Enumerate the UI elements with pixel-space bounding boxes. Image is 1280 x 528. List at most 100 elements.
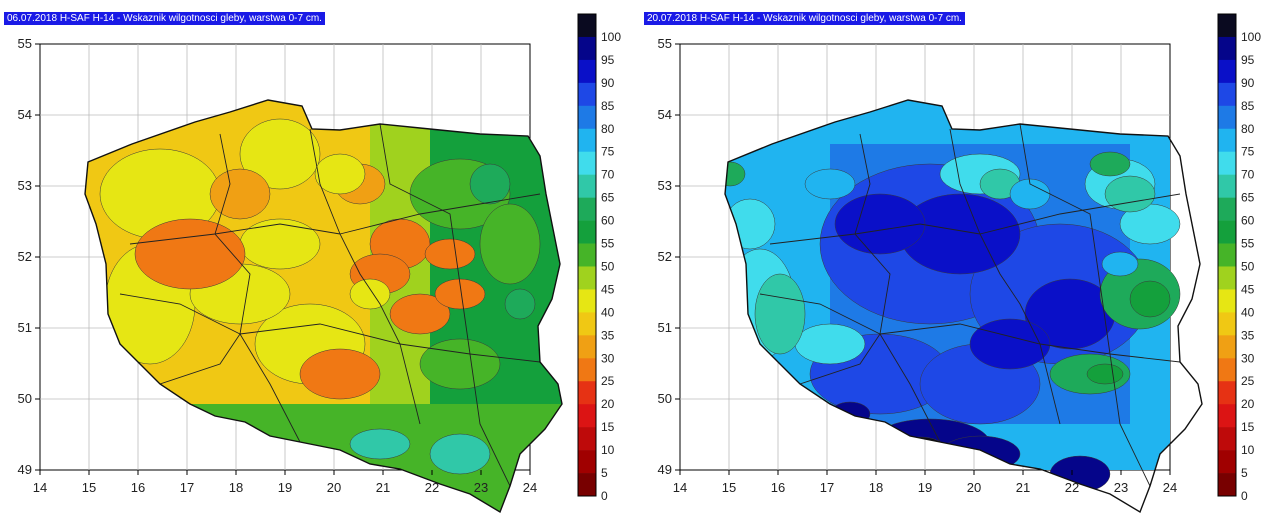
colorbar-label: 30 (1241, 351, 1255, 365)
colorbar-swatch (578, 128, 596, 153)
colorbar: 1009590858075706560555045403530252015105… (577, 13, 621, 503)
colorbar-swatch (1218, 473, 1236, 497)
y-tick-label: 50 (18, 391, 32, 406)
x-tick-label: 21 (376, 480, 390, 495)
x-tick-label: 23 (474, 480, 488, 495)
moisture-contour (389, 293, 451, 335)
colorbar-label: 45 (1241, 282, 1255, 296)
colorbar-label: 10 (1241, 443, 1255, 457)
colorbar-swatch (1218, 197, 1236, 221)
colorbar-swatch (1218, 105, 1236, 130)
colorbar-label: 25 (601, 374, 615, 388)
plot-area (679, 43, 1203, 514)
moisture-contour (134, 218, 246, 290)
x-tick-label: 24 (1163, 480, 1177, 495)
y-tick-label: 54 (658, 107, 672, 122)
colorbar-swatch (1218, 358, 1236, 382)
x-tick-label: 18 (869, 480, 883, 495)
colorbar-label: 50 (601, 259, 615, 273)
map-title: 20.07.2018 H-SAF H-14 - Wskaznik wilgotn… (644, 12, 965, 25)
colorbar-swatch (578, 381, 596, 405)
colorbar-label: 70 (601, 168, 615, 182)
colorbar-swatch (578, 14, 596, 38)
y-tick-label: 49 (18, 462, 32, 477)
colorbar-swatch (578, 36, 596, 61)
moisture-contour (479, 203, 541, 285)
y-tick-label: 55 (18, 36, 32, 51)
colorbar-swatch (1218, 335, 1236, 359)
colorbar-swatch (578, 312, 596, 336)
moisture-contour (834, 193, 926, 255)
colorbar-swatch (578, 289, 596, 313)
x-tick-label: 15 (82, 480, 96, 495)
x-tick-label: 21 (1016, 480, 1030, 495)
y-tick-label: 53 (18, 178, 32, 193)
region-border (854, 133, 941, 443)
colorbar-label: 100 (601, 30, 621, 44)
colorbar-label: 25 (1241, 374, 1255, 388)
region-border (239, 323, 541, 363)
moisture-contour (804, 168, 856, 200)
x-tick-label: 17 (180, 480, 194, 495)
moisture-contour (1101, 251, 1139, 277)
colorbar-swatch (578, 105, 596, 130)
moisture-contour (1049, 455, 1111, 493)
x-tick-label: 20 (967, 480, 981, 495)
colorbar-label: 100 (1241, 30, 1261, 44)
colorbar-label: 75 (1241, 145, 1255, 159)
colorbar-swatch (578, 358, 596, 382)
colorbar-frame (1217, 13, 1237, 497)
colorbar-label: 0 (1241, 489, 1248, 503)
colorbar-label: 55 (601, 237, 615, 251)
colorbar-swatch (578, 197, 596, 221)
colorbar-label: 60 (1241, 214, 1255, 228)
moisture-contour (1086, 363, 1124, 385)
colorbar-swatch (1218, 128, 1236, 153)
colorbar-label: 40 (601, 305, 615, 319)
colorbar-label: 15 (601, 420, 615, 434)
colorbar-label: 65 (1241, 191, 1255, 205)
colorbar: 1009590858075706560555045403530252015105… (1217, 13, 1261, 503)
axes: 14 15 16 17 18 19 20 21 22 23 24 55 54 53 52 51 50 49 (18, 36, 538, 495)
plot-area (39, 43, 563, 514)
colorbar-swatch (1218, 151, 1236, 175)
colorbar-label: 95 (601, 53, 615, 67)
colorbar-label: 50 (1241, 259, 1255, 273)
colorbar-swatch (578, 243, 596, 267)
colorbar-swatch (1218, 36, 1236, 61)
country-border (84, 99, 563, 514)
y-tick-label: 54 (18, 107, 32, 122)
region-border (159, 333, 241, 385)
colorbar-frame (577, 13, 597, 497)
moisture-contour (429, 433, 491, 475)
colorbar-label: 40 (1241, 305, 1255, 319)
y-tick-label: 53 (658, 178, 672, 193)
colorbar-swatch (1218, 174, 1236, 198)
colorbar-swatch (578, 82, 596, 107)
y-tick-label: 49 (658, 462, 672, 477)
x-tick-label: 19 (918, 480, 932, 495)
region-border (799, 333, 881, 385)
y-tick-label: 52 (18, 249, 32, 264)
x-tick-label: 23 (1114, 480, 1128, 495)
region-border (979, 193, 1181, 235)
colorbar-swatch (1218, 312, 1236, 336)
moisture-contour (314, 153, 366, 195)
moisture-field (85, 100, 562, 512)
colorbar-swatch (1218, 381, 1236, 405)
y-tick-label: 52 (658, 249, 672, 264)
x-tick-label: 19 (278, 480, 292, 495)
colorbar-swatch (1218, 289, 1236, 313)
colorbar-label: 30 (601, 351, 615, 365)
region-border (879, 323, 1181, 363)
colorbar-swatch (1218, 82, 1236, 107)
region-border (379, 123, 511, 487)
moisture-contour (794, 323, 866, 365)
colorbar-swatch (578, 151, 596, 175)
colorbar-label: 95 (1241, 53, 1255, 67)
colorbar-label: 70 (1241, 168, 1255, 182)
soil-moisture-map-2007: 20.07.2018 H-SAF H-14 - Wskaznik wilgotn… (640, 0, 1280, 528)
moisture-contour (299, 348, 381, 400)
moisture-contour (434, 278, 486, 310)
colorbar-label: 55 (1241, 237, 1255, 251)
